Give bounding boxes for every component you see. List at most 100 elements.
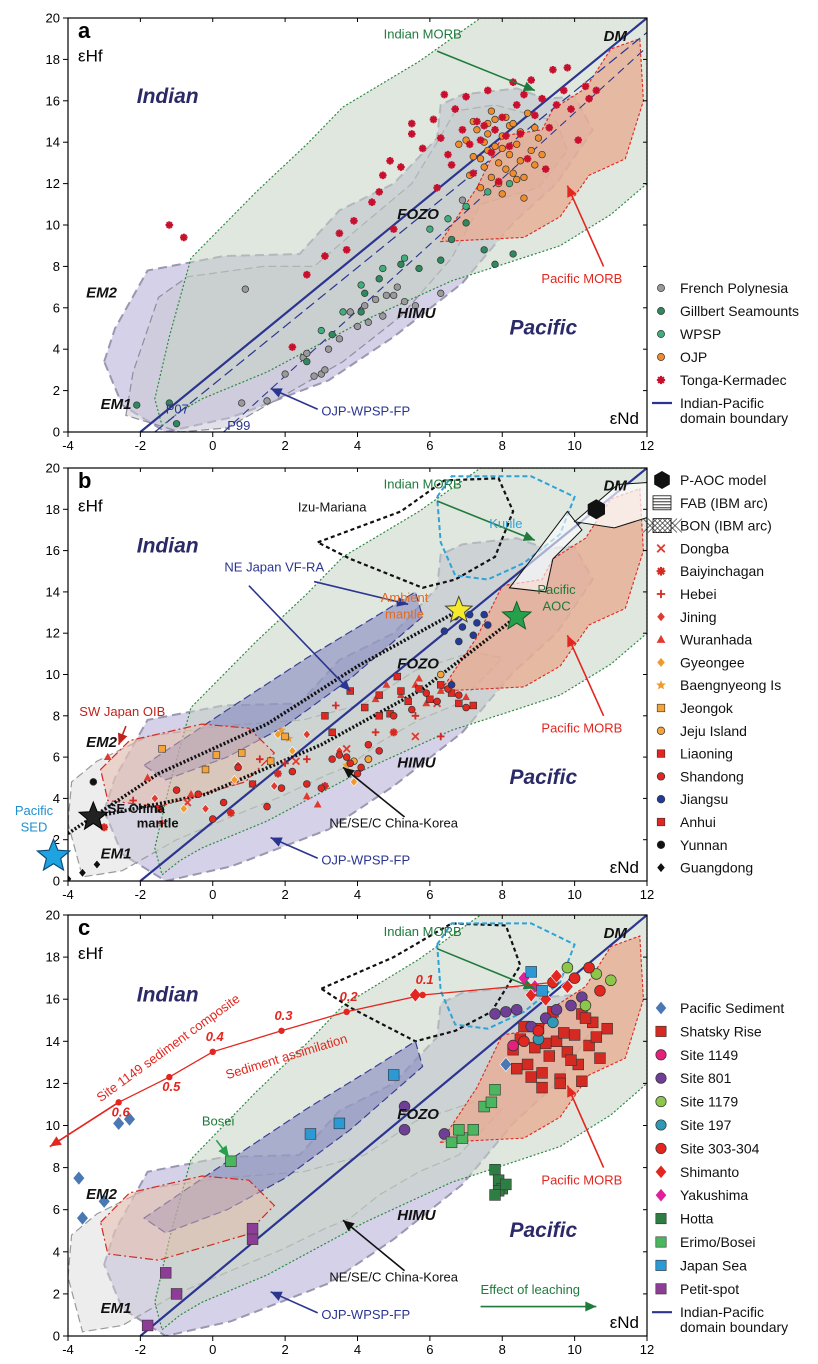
component-label-em2: EM2 (86, 1186, 118, 1203)
legend-marker-p-aoc (654, 471, 670, 489)
component-label-em2: EM2 (86, 284, 118, 301)
data-point (513, 140, 521, 148)
data-point (505, 142, 514, 151)
data-point (400, 297, 409, 306)
data-point (487, 107, 496, 115)
data-point (458, 623, 467, 631)
data-point (418, 144, 427, 153)
data-point (112, 1115, 125, 1131)
legend-marker-fab (652, 495, 672, 511)
data-point (407, 130, 416, 138)
data-point (565, 1054, 577, 1066)
series-gillbert-seamounts (133, 219, 517, 428)
legend-marker (656, 703, 666, 713)
legend-label: Site 197 (680, 1117, 732, 1133)
x-tick-label: 2 (282, 887, 289, 902)
data-point (469, 153, 477, 161)
line-p07 (154, 32, 647, 432)
data-point (393, 283, 401, 291)
domain-label-pacific: Pacific (509, 1219, 577, 1242)
legend-marker (656, 634, 666, 643)
data-point (583, 961, 595, 974)
data-point (335, 229, 344, 238)
series-jeongok (158, 732, 289, 774)
data-point (415, 264, 423, 273)
x-axis-label: εNd (610, 409, 639, 428)
data-point (317, 326, 325, 335)
data-point (288, 767, 297, 776)
data-point (534, 134, 543, 142)
data-point (445, 1136, 458, 1149)
arrow-indian-morb-head (522, 81, 535, 91)
data-point (170, 1288, 183, 1300)
field-kurile (436, 475, 576, 581)
data-point (353, 769, 362, 778)
data-point (103, 752, 112, 760)
data-point (328, 755, 336, 763)
arrow-pacific-morb-shaft (566, 634, 605, 717)
legend-marker (655, 1259, 667, 1271)
arrow-ne-japan-head (396, 596, 409, 607)
legend-marker (656, 589, 666, 599)
data-point (480, 163, 488, 171)
component-label-fozo: FOZO (397, 1106, 439, 1123)
x-tick-label: 6 (426, 438, 433, 453)
legend-label: domain boundary (680, 1319, 788, 1335)
data-point (447, 235, 456, 244)
data-point (201, 803, 210, 814)
label-pacific-aoc: Pacific (537, 582, 576, 597)
mixing-fraction-point (209, 1048, 216, 1056)
component-label-fozo: FOZO (397, 655, 439, 672)
data-point (436, 134, 445, 142)
arrow-pacific-morb-head (567, 1085, 577, 1098)
legend-label: Indian-Pacific (680, 395, 764, 411)
data-point (342, 246, 351, 254)
data-point (397, 163, 405, 171)
data-point (568, 1029, 581, 1041)
component-label-dm: DM (604, 478, 628, 495)
data-point (398, 1123, 411, 1136)
label-pacific-sed-2: SED (21, 819, 48, 834)
legend-label: Site 801 (680, 1070, 732, 1086)
legend-label: Liaoning (680, 746, 733, 762)
data-point (559, 86, 568, 95)
data-point (353, 322, 362, 331)
data-point (509, 250, 517, 258)
y-tick-label: 18 (46, 52, 60, 67)
data-point (536, 985, 548, 997)
legend-a: French Polynesia Gillbert Seamounts WPSP OJ… (652, 280, 799, 426)
data-point (266, 757, 275, 765)
data-point (100, 823, 109, 832)
data-point (313, 800, 322, 808)
data-point (489, 1084, 501, 1096)
data-point (389, 225, 398, 233)
legend-label: Tonga-Kermadec (680, 372, 787, 388)
data-point (375, 747, 383, 755)
y-tick-label: 10 (46, 218, 60, 233)
data-point (502, 165, 510, 173)
component-label-em1: EM1 (101, 1300, 132, 1317)
data-point (409, 987, 422, 1003)
mixing-fraction-label: 0.3 (274, 1008, 293, 1023)
y-tick-label: 0 (53, 874, 60, 889)
y-tick-label: 16 (46, 93, 60, 108)
data-point (525, 1071, 537, 1083)
arrow-china-korea-head (343, 767, 355, 779)
data-point (518, 1035, 530, 1048)
arrow-china-korea-shaft (342, 766, 406, 818)
data-point (321, 712, 329, 720)
data-point (324, 345, 333, 353)
arrow-pacific-morb-head (567, 185, 577, 198)
legend-label: Shandong (680, 768, 744, 784)
x-tick-label: 8 (499, 887, 506, 902)
component-label-fozo: FOZO (397, 206, 439, 223)
data-point (339, 308, 347, 316)
field-label-china-korea: NE/SE/C China-Korea (329, 1269, 458, 1284)
plot-area (68, 468, 647, 881)
data-point (498, 113, 507, 122)
arrow-indian-morb-shaft (436, 50, 536, 92)
field-label-indian-morb: Indian MORB (384, 477, 462, 492)
series-petit-spot (141, 1222, 259, 1332)
data-point (375, 275, 383, 283)
data-point (201, 765, 210, 774)
